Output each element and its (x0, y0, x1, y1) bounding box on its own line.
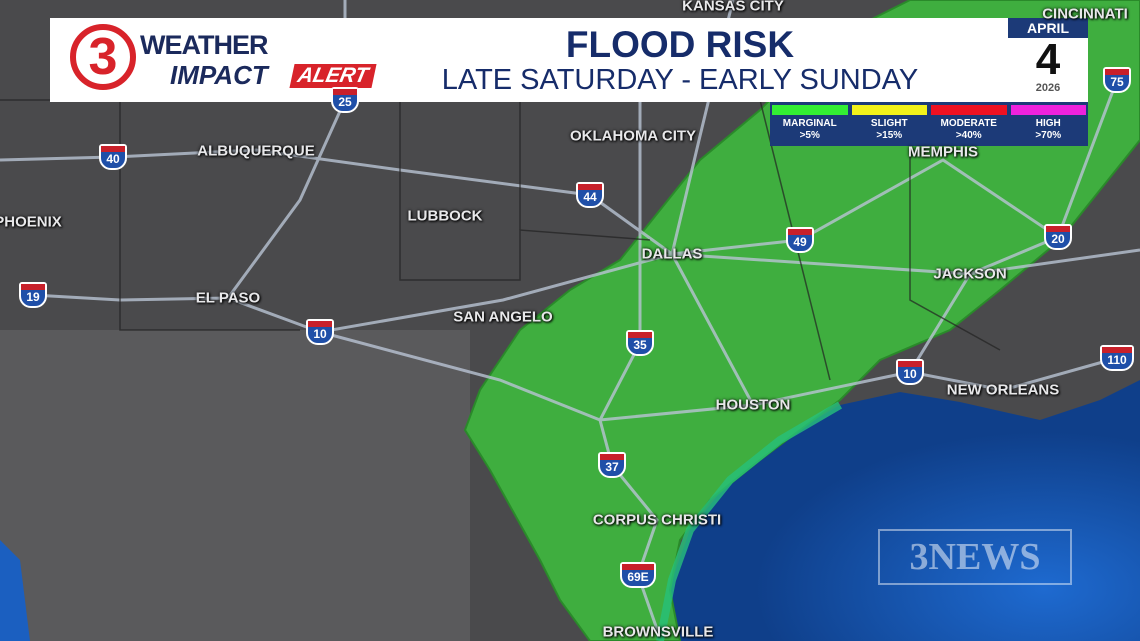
legend-moderate: MODERATE >40% (931, 105, 1007, 143)
city-label: CINCINNATI (1042, 5, 1128, 23)
city-label: LUBBOCK (407, 207, 483, 225)
date-badge: APRIL 4 2026 (1008, 18, 1088, 102)
interstate-shield-icon: 44 (576, 182, 604, 208)
logo-alert: ALERT (289, 64, 377, 88)
mexico-region (0, 330, 470, 641)
legend-high: HIGH >70% (1010, 105, 1086, 143)
city-label: CORPUS CHRISTI (592, 511, 722, 529)
interstate-shield-icon: 49 (786, 227, 814, 253)
city-label: NEW ORLEANS (946, 381, 1060, 399)
city-label: EL PASO (195, 289, 261, 307)
station-logo: 3 WEATHER IMPACT ALERT (70, 24, 390, 96)
city-label: MEMPHIS (907, 143, 979, 161)
city-label: KANSAS CITY (682, 0, 784, 15)
interstate-shield-icon: 37 (598, 452, 626, 478)
interstate-shield-icon: 10 (306, 319, 334, 345)
header-banner: 3 WEATHER IMPACT ALERT FLOOD RISK LATE S… (50, 18, 1088, 102)
interstate-shield-icon: 40 (99, 144, 127, 170)
city-label: HOUSTON (715, 396, 791, 414)
date-day: 4 (1035, 35, 1061, 84)
station-watermark: 3NEWS (878, 529, 1072, 585)
city-label: SAN ANGELO (453, 308, 553, 326)
date-month: APRIL (1008, 18, 1088, 38)
risk-legend: MARGINAL >5% SLIGHT >15% MODERATE >40% HIGH… (770, 102, 1088, 146)
interstate-shield-icon: 25 (331, 87, 359, 113)
date-year: 2026 (1035, 82, 1061, 94)
legend-slight: SLIGHT >15% (851, 105, 927, 143)
marginal-risk-area (463, 0, 1140, 641)
city-label: DALLAS (641, 245, 703, 263)
legend-marginal: MARGINAL >5% (772, 105, 848, 143)
logo-3-icon: 3 (70, 24, 136, 90)
interstate-shield-icon: 20 (1044, 224, 1072, 250)
city-label: PHOENIX (0, 213, 62, 231)
pacific-edge (0, 540, 30, 641)
interstate-shield-icon: 110 (1100, 345, 1134, 371)
interstate-shield-icon: 69E (620, 562, 656, 588)
logo-impact: IMPACT (170, 60, 268, 90)
city-label: OKLAHOMA CITY (569, 127, 697, 145)
page-subtitle: LATE SATURDAY - EARLY SUNDAY (441, 64, 919, 96)
interstate-shield-icon: 35 (626, 330, 654, 356)
city-label: JACKSON (933, 265, 1007, 283)
interstate-shield-icon: 75 (1103, 67, 1131, 93)
interstate-shield-icon: 19 (19, 282, 47, 308)
city-label: ALBUQUERQUE (197, 142, 315, 160)
interstate-shield-icon: 10 (896, 359, 924, 385)
logo-weather: WEATHER (140, 30, 268, 60)
page-title: FLOOD RISK (565, 24, 795, 65)
city-label: BROWNSVILLE (602, 623, 714, 641)
